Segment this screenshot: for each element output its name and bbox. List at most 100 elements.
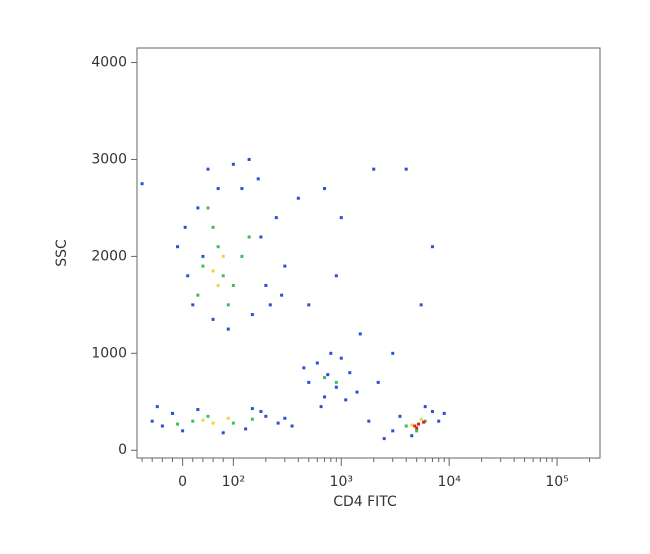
data-point xyxy=(404,424,408,428)
data-point xyxy=(398,414,402,418)
data-point xyxy=(419,303,423,307)
data-point xyxy=(404,167,408,171)
data-point xyxy=(221,274,225,278)
data-point xyxy=(323,187,327,191)
data-point xyxy=(372,167,376,171)
data-point xyxy=(422,420,426,424)
x-tick-label: 10⁴ xyxy=(437,474,461,490)
data-point xyxy=(259,235,263,239)
data-point xyxy=(247,157,251,161)
x-tick-label: 0 xyxy=(178,474,187,490)
data-point xyxy=(417,422,421,426)
y-tick-label: 1000 xyxy=(91,345,127,361)
data-point xyxy=(334,380,338,384)
data-point xyxy=(240,187,244,191)
data-point xyxy=(415,426,419,430)
data-point xyxy=(244,427,248,431)
data-point xyxy=(216,283,220,287)
data-point xyxy=(391,429,395,433)
data-point xyxy=(391,351,395,355)
data-point xyxy=(319,405,323,409)
data-point xyxy=(211,269,215,273)
data-point xyxy=(410,423,414,427)
x-axis-label: CD4 FITC xyxy=(333,494,397,510)
data-point xyxy=(176,245,180,249)
data-point xyxy=(358,332,362,336)
data-point xyxy=(206,167,210,171)
data-point xyxy=(160,424,164,428)
data-point xyxy=(250,417,254,421)
y-tick-label: 4000 xyxy=(91,55,127,71)
data-point xyxy=(250,313,254,317)
data-point xyxy=(442,411,446,415)
data-point xyxy=(216,187,220,191)
data-point xyxy=(264,414,268,418)
data-point xyxy=(268,303,272,307)
data-point xyxy=(283,416,287,420)
data-point xyxy=(196,206,200,210)
y-axis-label: SSC xyxy=(54,239,70,267)
data-point xyxy=(423,405,427,409)
data-point xyxy=(155,405,159,409)
data-point xyxy=(329,351,333,355)
data-point xyxy=(240,254,244,258)
data-point xyxy=(283,264,287,268)
data-point xyxy=(276,421,280,425)
data-point xyxy=(140,182,144,186)
y-tick-label: 2000 xyxy=(91,248,127,264)
data-point xyxy=(334,274,338,278)
data-point xyxy=(231,283,235,287)
data-point xyxy=(307,303,311,307)
x-tick-label: 10⁵ xyxy=(545,474,568,490)
data-point xyxy=(150,419,154,423)
data-point xyxy=(339,216,343,220)
data-point xyxy=(264,283,268,287)
data-point xyxy=(206,206,210,210)
data-point xyxy=(196,293,200,297)
data-point xyxy=(419,417,423,421)
data-point xyxy=(226,327,230,331)
data-point xyxy=(367,419,371,423)
x-tick-label: 10² xyxy=(222,474,245,490)
data-point xyxy=(382,437,386,441)
data-point xyxy=(216,245,220,249)
data-point xyxy=(348,371,352,375)
data-point xyxy=(201,264,205,268)
data-point xyxy=(355,390,359,394)
data-point xyxy=(334,385,338,389)
data-point xyxy=(231,421,235,425)
data-point xyxy=(196,408,200,412)
data-point xyxy=(211,421,215,425)
data-point xyxy=(250,407,254,411)
data-point xyxy=(280,293,284,297)
data-point xyxy=(201,254,205,258)
data-point xyxy=(211,317,215,321)
data-point xyxy=(413,424,417,428)
data-point xyxy=(201,418,205,422)
data-point xyxy=(274,216,278,220)
data-point xyxy=(221,254,225,258)
data-point xyxy=(339,356,343,360)
data-point xyxy=(344,398,348,402)
data-point xyxy=(191,303,195,307)
data-point xyxy=(423,419,427,423)
data-point xyxy=(206,414,210,418)
data-point xyxy=(226,303,230,307)
y-tick-label: 3000 xyxy=(91,151,127,167)
data-point xyxy=(247,235,251,239)
y-tick-label: 0 xyxy=(118,442,127,458)
data-point xyxy=(170,411,174,415)
data-point xyxy=(323,376,327,380)
data-point xyxy=(415,429,419,433)
data-point xyxy=(430,409,434,413)
data-point xyxy=(183,225,187,229)
data-point xyxy=(430,245,434,249)
data-point xyxy=(376,380,380,384)
data-point xyxy=(221,431,225,435)
data-point xyxy=(437,419,441,423)
data-point xyxy=(323,395,327,399)
data-point xyxy=(296,196,300,200)
data-point xyxy=(186,274,190,278)
data-point xyxy=(211,225,215,229)
